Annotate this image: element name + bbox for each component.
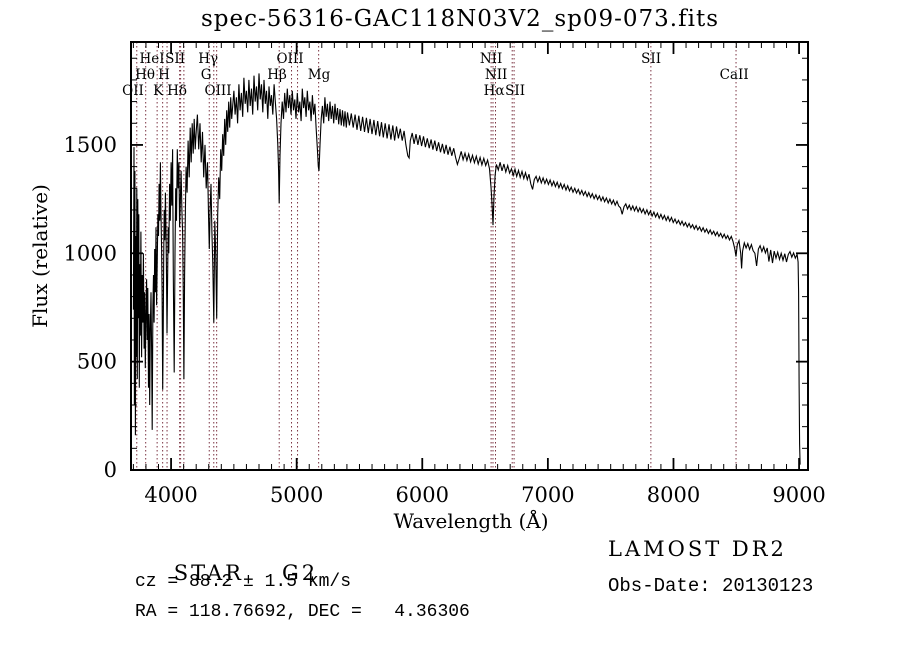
cz-value-line: cz = 88.2 ± 1.5 km/s <box>135 572 352 592</box>
spectral-line-label: OII <box>122 83 144 99</box>
x-axis-label: Wavelength (Å) <box>393 508 548 533</box>
spectral-line-label: Hγ <box>198 51 218 67</box>
spectral-line-label: Hα <box>484 83 505 99</box>
survey-name: LAMOST DR2 <box>608 537 787 561</box>
y-tick-label: 1500 <box>64 133 117 157</box>
spectral-line-label: Hδ <box>167 83 187 99</box>
spectrum-trace <box>132 73 801 465</box>
plot-title: spec-56316-GAC118N03V2_sp09-073.fits <box>200 6 720 32</box>
spectral-line-label: SII <box>641 51 661 67</box>
x-tick-label: 5000 <box>270 483 323 507</box>
x-tick-label: 9000 <box>772 483 825 507</box>
x-tick-label: 6000 <box>396 483 449 507</box>
spectral-line-label: HeI <box>140 51 165 67</box>
x-tick-label: 7000 <box>521 483 574 507</box>
y-tick-label: 0 <box>104 458 117 482</box>
spectral-line-label: H <box>158 67 170 83</box>
object-class: STAR <box>173 561 244 585</box>
spectral-line-label: Hβ <box>267 67 287 83</box>
plot-frame <box>130 41 809 471</box>
spectral-line-label: G <box>201 67 212 83</box>
spectral-line-label: NII <box>485 67 507 83</box>
x-tick-label: 4000 <box>144 483 197 507</box>
object-class-line: STAR G2 <box>135 537 318 609</box>
obs-date-line: Obs-Date: 20130123 <box>608 575 814 597</box>
y-axis-label: Flux (relative) <box>28 184 52 328</box>
spectral-line-label: OIII <box>205 83 232 99</box>
spectral-line-label: SII <box>165 51 185 67</box>
spectral-line-label: SII <box>505 83 525 99</box>
spectral-line-label: Mg <box>308 67 331 83</box>
ra-dec-line: RA = 118.76692, DEC = 4.36306 <box>135 602 470 622</box>
x-tick-label: 8000 <box>647 483 700 507</box>
y-tick-label: 1000 <box>64 241 117 265</box>
spectral-line-label: Hθ <box>135 67 155 83</box>
object-subclass: G2 <box>281 561 319 585</box>
spectral-line-label: CaII <box>720 67 749 83</box>
spectral-line-label: K <box>153 83 164 99</box>
y-tick-label: 500 <box>77 350 117 374</box>
spectral-line-label: OIII <box>276 51 303 67</box>
spectral-line-label: NII <box>480 51 502 67</box>
